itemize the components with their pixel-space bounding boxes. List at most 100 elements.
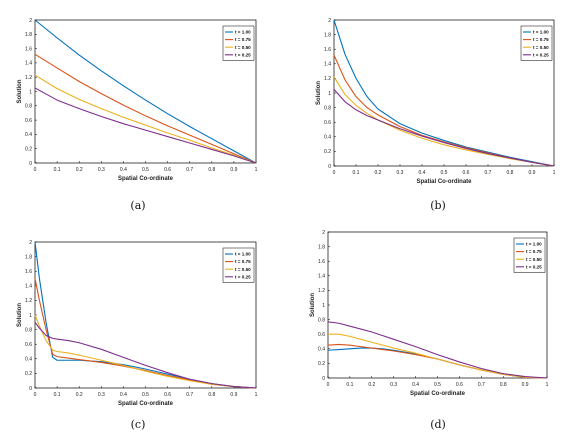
y-axis-label: Solution bbox=[310, 293, 316, 317]
legend-entry: t = 0.50 bbox=[235, 45, 251, 50]
series-line-4 bbox=[34, 87, 257, 164]
series-line-3 bbox=[34, 314, 257, 389]
x-tick-label: 0.9 bbox=[230, 392, 237, 398]
chart-panel-3: 0 0.1 0.2 0.3 0.4 0.5 0.6 0.7 0.8 0.9 1 0 0.2 0.4 0.6 0… bbox=[17, 240, 258, 431]
x-tick-label: 0.9 bbox=[522, 382, 529, 388]
y-tick-label: 2 bbox=[29, 240, 32, 246]
y-tick-label: 1 bbox=[29, 313, 32, 319]
x-tick-label: 0.2 bbox=[375, 170, 382, 176]
legend-entry: t = 0.75 bbox=[533, 37, 549, 42]
x-tick-label: 0 bbox=[34, 392, 37, 398]
y-tick-label: 1.6 bbox=[324, 47, 331, 53]
legend-entry: t = 0.75 bbox=[235, 37, 251, 42]
x-tick-label: 0.2 bbox=[76, 392, 83, 398]
y-axis-label: Solution bbox=[17, 303, 23, 327]
chart-panel-2: 0 0.1 0.2 0.3 0.4 0.5 0.6 0.7 0.8 0.9 1 0 0.2 0.4 0.6 0… bbox=[316, 18, 556, 212]
x-tick-label: 0.8 bbox=[208, 167, 215, 173]
x-tick-label: 1 bbox=[553, 170, 556, 176]
y-tick-label: 1 bbox=[328, 91, 331, 97]
y-tick-label: 0 bbox=[322, 376, 325, 382]
panel-caption: (a) bbox=[130, 199, 145, 212]
legend-entry: t = 0.25 bbox=[235, 52, 251, 57]
legend: t = 1.00 t = 0.75 t = 0.50 t = 0.25 bbox=[222, 247, 255, 283]
x-tick-label: 0.1 bbox=[353, 170, 360, 176]
x-tick-label: 0.6 bbox=[164, 392, 171, 398]
y-tick-label: 0.6 bbox=[324, 120, 331, 126]
x-tick-label: 0.5 bbox=[142, 392, 149, 398]
y-tick-label: 1.4 bbox=[25, 284, 32, 290]
x-tick-label: 0.4 bbox=[120, 167, 127, 173]
x-tick-label: 0.6 bbox=[463, 170, 470, 176]
series-line-4 bbox=[34, 321, 257, 389]
y-tick-label: 1.8 bbox=[25, 32, 32, 38]
x-tick-label: 0.8 bbox=[507, 170, 514, 176]
legend: t = 1.00 t = 0.75 t = 0.50 t = 0.25 bbox=[222, 25, 255, 61]
series-line-2 bbox=[34, 53, 257, 164]
x-axis-label: Spatial Co-ordinate bbox=[410, 391, 466, 397]
y-tick-label: 1.6 bbox=[25, 46, 32, 52]
x-tick-label: 0 bbox=[333, 170, 336, 176]
x-tick-label: 0 bbox=[327, 382, 330, 388]
y-tick-label: 1 bbox=[29, 89, 32, 95]
legend-entry: t = 0.25 bbox=[235, 274, 251, 279]
y-tick-label: 1.2 bbox=[324, 76, 331, 82]
x-tick-label: 0.6 bbox=[164, 167, 171, 173]
y-tick-label: 2 bbox=[29, 18, 32, 24]
y-tick-label: 1.6 bbox=[318, 259, 325, 265]
y-tick-label: 1.8 bbox=[25, 254, 32, 260]
x-tick-label: 0.4 bbox=[120, 392, 127, 398]
x-tick-label: 0.5 bbox=[441, 170, 448, 176]
x-tick-label: 0.8 bbox=[500, 382, 507, 388]
panel-caption: (c) bbox=[131, 418, 146, 431]
y-tick-label: 0.8 bbox=[318, 317, 325, 323]
y-tick-label: 0 bbox=[328, 164, 331, 170]
series-line-2 bbox=[333, 54, 555, 167]
x-tick-label: 0 bbox=[34, 167, 37, 173]
legend-entry: t = 0.25 bbox=[526, 264, 542, 269]
y-tick-label: 2 bbox=[322, 230, 325, 236]
y-tick-label: 0.4 bbox=[324, 135, 331, 141]
chart-panel-4: 0 0.1 0.2 0.3 0.4 0.5 0.6 0.7 0.8 0.9 1 0 0.2 0.4 0.6 0… bbox=[310, 230, 549, 431]
panel-caption: (b) bbox=[430, 199, 446, 212]
x-tick-label: 0.3 bbox=[390, 382, 397, 388]
y-tick-label: 0.4 bbox=[25, 132, 32, 138]
x-tick-label: 1 bbox=[255, 392, 258, 398]
y-tick-label: 0 bbox=[29, 386, 32, 392]
y-tick-label: 0.2 bbox=[25, 371, 32, 377]
series-line-4 bbox=[333, 88, 555, 167]
x-tick-label: 0.3 bbox=[98, 392, 105, 398]
y-axis-label: Solution bbox=[316, 81, 322, 105]
x-tick-label: 0.4 bbox=[419, 170, 426, 176]
legend-entry: t = 0.25 bbox=[533, 52, 549, 57]
legend-entry: t = 0.50 bbox=[533, 45, 549, 50]
y-tick-label: 1 bbox=[322, 303, 325, 309]
y-tick-label: 1.6 bbox=[25, 269, 32, 275]
legend-entry: t = 1.00 bbox=[533, 30, 549, 35]
x-tick-label: 0.3 bbox=[397, 170, 404, 176]
x-tick-label: 0.9 bbox=[230, 167, 237, 173]
y-tick-label: 0.6 bbox=[318, 332, 325, 338]
legend-entry: t = 1.00 bbox=[526, 242, 542, 247]
series-line-3 bbox=[34, 74, 257, 164]
y-tick-label: 0.6 bbox=[25, 118, 32, 124]
panel-caption: (d) bbox=[430, 418, 446, 431]
legend: t = 1.00 t = 0.75 t = 0.50 t = 0.25 bbox=[520, 25, 553, 61]
y-tick-label: 1.2 bbox=[25, 298, 32, 304]
x-tick-label: 0.2 bbox=[368, 382, 375, 388]
y-tick-label: 0.2 bbox=[324, 149, 331, 155]
y-tick-label: 1.8 bbox=[324, 32, 331, 38]
y-tick-label: 1.2 bbox=[318, 288, 325, 294]
y-tick-label: 0.4 bbox=[25, 357, 32, 363]
legend-entry: t = 1.00 bbox=[235, 30, 251, 35]
series-line-3 bbox=[328, 333, 548, 379]
x-tick-label: 0.6 bbox=[456, 382, 463, 388]
y-tick-label: 0.2 bbox=[25, 147, 32, 153]
y-tick-label: 0.6 bbox=[25, 342, 32, 348]
x-tick-label: 0.7 bbox=[186, 167, 193, 173]
x-axis-label: Spatial Co-ordinate bbox=[118, 176, 174, 182]
y-tick-label: 1.4 bbox=[324, 62, 331, 68]
chart-panel-1: 0 0.1 0.2 0.3 0.4 0.5 0.6 0.7 0.8 0.9 1 0 0.2 0.4 0.6 0… bbox=[17, 18, 258, 212]
legend-entry: t = 1.00 bbox=[235, 252, 251, 257]
y-tick-label: 2 bbox=[328, 18, 331, 24]
